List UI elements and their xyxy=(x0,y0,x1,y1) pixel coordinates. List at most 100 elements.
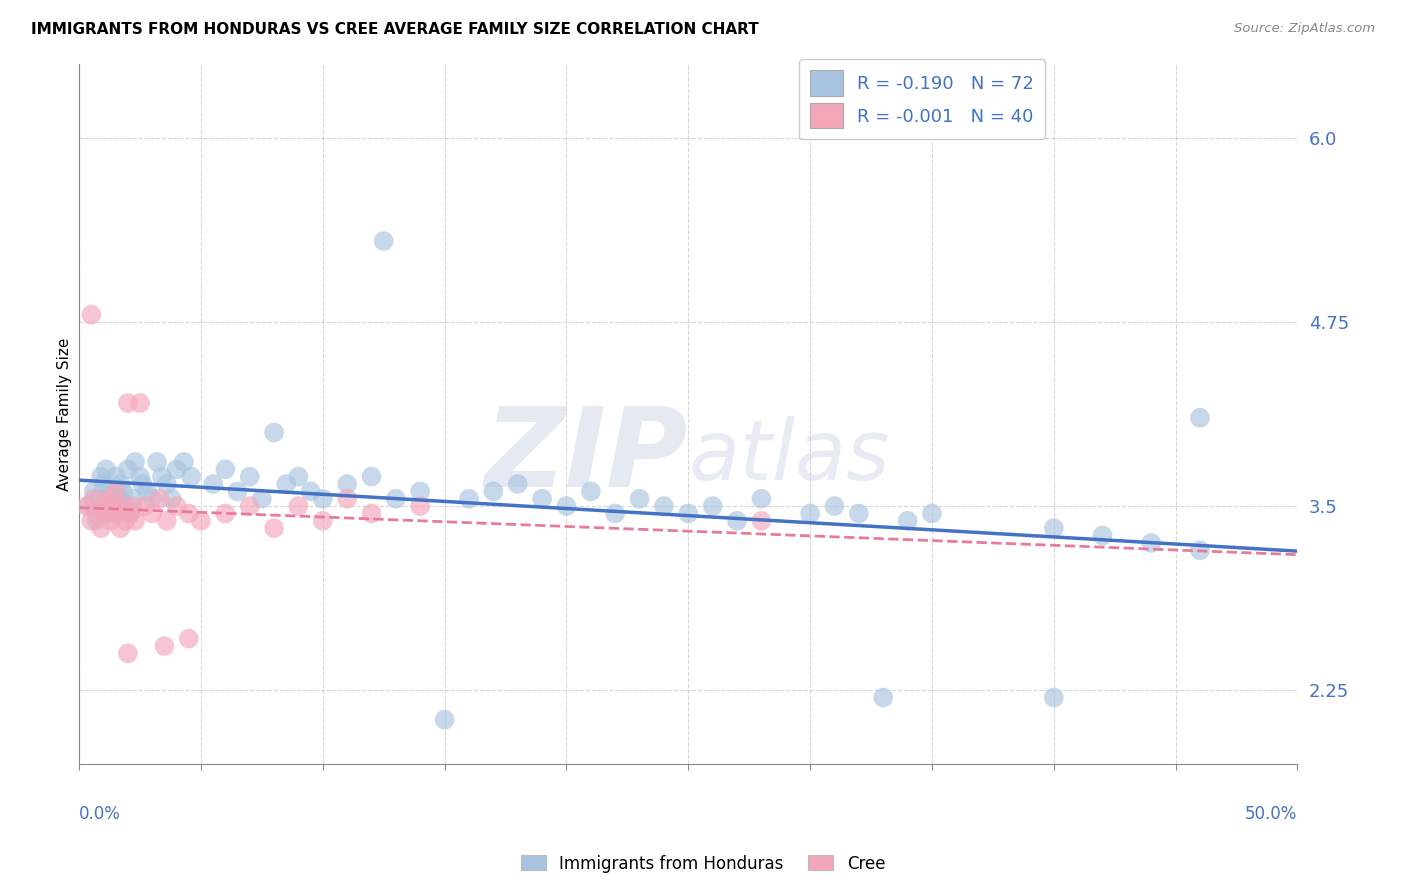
Point xyxy=(848,507,870,521)
Point xyxy=(93,507,115,521)
Point xyxy=(180,469,202,483)
Point xyxy=(1188,543,1211,558)
Point xyxy=(110,521,132,535)
Point xyxy=(104,469,127,483)
Text: atlas: atlas xyxy=(689,416,890,497)
Point xyxy=(506,477,529,491)
Point xyxy=(110,477,132,491)
Point xyxy=(114,499,136,513)
Point xyxy=(103,507,125,521)
Point xyxy=(136,484,159,499)
Point xyxy=(263,425,285,440)
Point xyxy=(121,499,143,513)
Point xyxy=(146,455,169,469)
Point xyxy=(121,491,143,506)
Point xyxy=(124,514,146,528)
Point xyxy=(117,646,139,660)
Point xyxy=(83,491,105,506)
Point xyxy=(190,514,212,528)
Point xyxy=(156,477,179,491)
Point xyxy=(1188,410,1211,425)
Point xyxy=(97,499,120,513)
Point xyxy=(214,507,236,521)
Point xyxy=(628,491,651,506)
Point xyxy=(141,491,163,506)
Point xyxy=(173,455,195,469)
Point xyxy=(482,484,505,499)
Point xyxy=(156,514,179,528)
Point xyxy=(373,234,395,248)
Point xyxy=(107,507,129,521)
Point xyxy=(166,462,188,476)
Point xyxy=(239,499,262,513)
Point xyxy=(824,499,846,513)
Point xyxy=(84,507,107,521)
Point xyxy=(872,690,894,705)
Point xyxy=(150,469,173,483)
Point xyxy=(287,469,309,483)
Point xyxy=(104,484,127,499)
Point xyxy=(131,477,153,491)
Point xyxy=(336,477,359,491)
Point xyxy=(93,477,115,491)
Legend: R = -0.190   N = 72, R = -0.001   N = 40: R = -0.190 N = 72, R = -0.001 N = 40 xyxy=(799,60,1045,139)
Point xyxy=(148,491,170,506)
Point xyxy=(90,469,112,483)
Point xyxy=(94,507,117,521)
Point xyxy=(226,484,249,499)
Point xyxy=(80,514,103,528)
Point xyxy=(336,491,359,506)
Legend: Immigrants from Honduras, Cree: Immigrants from Honduras, Cree xyxy=(515,848,891,880)
Text: 0.0%: 0.0% xyxy=(79,805,121,823)
Point xyxy=(312,514,335,528)
Point xyxy=(141,507,163,521)
Point xyxy=(725,514,748,528)
Point xyxy=(103,499,125,513)
Point xyxy=(360,507,382,521)
Point xyxy=(100,514,122,528)
Point xyxy=(555,499,578,513)
Point xyxy=(263,521,285,535)
Point xyxy=(1140,536,1163,550)
Text: Source: ZipAtlas.com: Source: ZipAtlas.com xyxy=(1234,22,1375,36)
Point xyxy=(1042,690,1064,705)
Point xyxy=(202,477,225,491)
Point xyxy=(921,507,943,521)
Point xyxy=(312,491,335,506)
Point xyxy=(90,521,112,535)
Point xyxy=(177,632,200,646)
Point xyxy=(77,499,100,513)
Point xyxy=(160,491,183,506)
Point xyxy=(799,507,821,521)
Point xyxy=(166,499,188,513)
Y-axis label: Average Family Size: Average Family Size xyxy=(58,337,72,491)
Point xyxy=(458,491,481,506)
Point xyxy=(129,396,152,410)
Point xyxy=(409,499,432,513)
Point xyxy=(117,462,139,476)
Point xyxy=(111,484,134,499)
Point xyxy=(531,491,554,506)
Point xyxy=(276,477,298,491)
Point xyxy=(299,484,322,499)
Point xyxy=(153,639,176,653)
Point xyxy=(214,462,236,476)
Point xyxy=(751,514,773,528)
Text: IMMIGRANTS FROM HONDURAS VS CREE AVERAGE FAMILY SIZE CORRELATION CHART: IMMIGRANTS FROM HONDURAS VS CREE AVERAGE… xyxy=(31,22,759,37)
Point xyxy=(114,514,136,528)
Point xyxy=(239,469,262,483)
Point xyxy=(97,491,120,506)
Point xyxy=(287,499,309,513)
Point xyxy=(433,713,456,727)
Point xyxy=(605,507,627,521)
Point xyxy=(250,491,273,506)
Point xyxy=(93,499,115,513)
Point xyxy=(83,484,105,499)
Point xyxy=(84,514,107,528)
Point xyxy=(75,499,97,513)
Text: 50.0%: 50.0% xyxy=(1246,805,1298,823)
Point xyxy=(897,514,920,528)
Point xyxy=(87,491,110,506)
Point xyxy=(652,499,675,513)
Point xyxy=(1042,521,1064,535)
